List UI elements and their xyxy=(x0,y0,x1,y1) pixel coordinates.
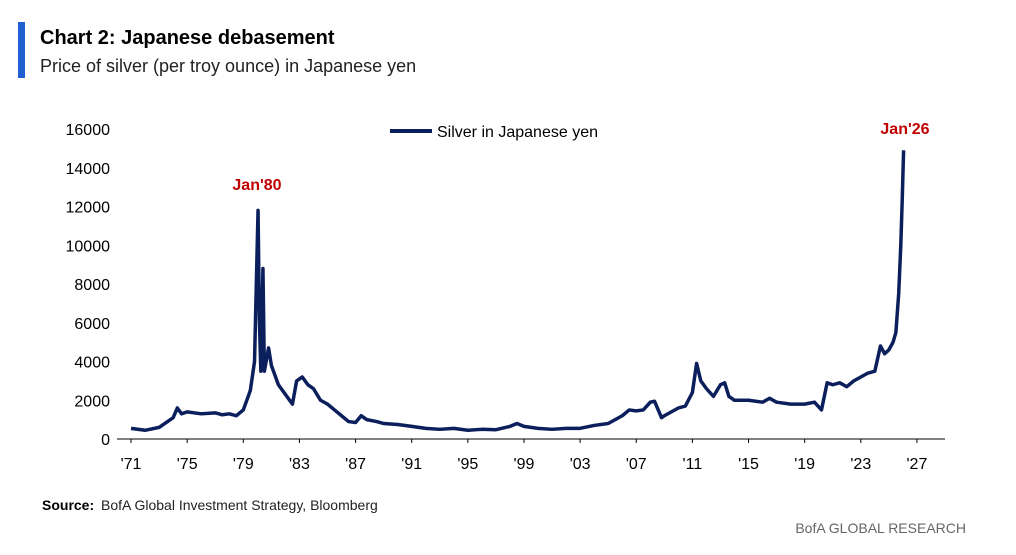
x-tick-label: '15 xyxy=(738,456,759,473)
legend-label: Silver in Japanese yen xyxy=(437,124,598,141)
x-tick-label: '11 xyxy=(683,456,703,473)
y-tick-label: 12000 xyxy=(66,200,111,217)
y-tick-label: 14000 xyxy=(66,161,111,178)
x-tick-label: '19 xyxy=(794,456,815,473)
x-tick-label: '91 xyxy=(401,456,422,473)
x-tick-label: '75 xyxy=(177,456,198,473)
y-tick-label: 6000 xyxy=(74,316,110,333)
chart-title: Chart 2: Japanese debasement xyxy=(40,27,335,49)
annotation: Jan'80 xyxy=(232,177,281,194)
x-tick-label: '83 xyxy=(289,456,310,473)
x-tick-label: '03 xyxy=(570,456,591,473)
x-tick-label: '27 xyxy=(907,456,928,473)
x-tick-label: '99 xyxy=(514,456,535,473)
footer: BofA GLOBAL RESEARCH xyxy=(795,520,966,536)
y-tick-label: 16000 xyxy=(66,122,111,139)
chart-subtitle: Price of silver (per troy ounce) in Japa… xyxy=(40,56,416,76)
source: BofA Global Investment Strategy, Bloombe… xyxy=(101,497,378,513)
series-line xyxy=(130,150,906,433)
y-tick-label: 0 xyxy=(101,432,110,449)
x-tick-label: '79 xyxy=(233,456,254,473)
source-label: Source: xyxy=(42,497,94,513)
x-tick-label: '95 xyxy=(457,456,478,473)
annotation: Jan'26 xyxy=(880,121,929,138)
y-tick-label: 8000 xyxy=(74,277,110,294)
x-tick-label: '07 xyxy=(626,456,647,473)
x-tick-label: '71 xyxy=(121,456,142,473)
y-tick-label: 4000 xyxy=(74,355,110,372)
y-tick-label: 2000 xyxy=(74,393,110,410)
x-tick-label: '87 xyxy=(345,456,366,473)
x-tick-label: '23 xyxy=(850,456,871,473)
title-bar xyxy=(18,22,25,78)
y-tick-label: 10000 xyxy=(66,238,111,255)
